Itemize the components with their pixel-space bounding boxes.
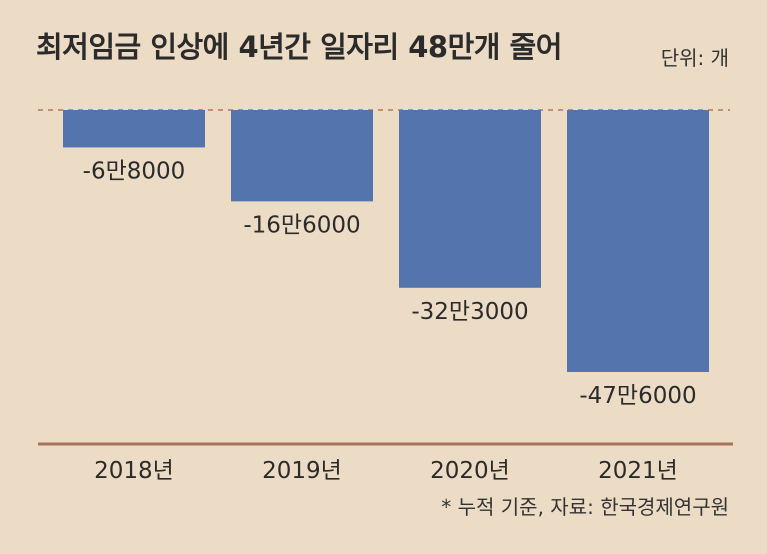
x-tick-labels: 2018년 2019년 2020년 2021년: [94, 458, 678, 484]
chart-title: 최저임금 인상에 4년간 일자리 48만개 줄어: [36, 30, 562, 64]
bar-value-label: -16만6000: [243, 212, 360, 238]
source-note: * 누적 기준, 자료: 한국경제연구원: [441, 495, 729, 519]
bar-2021년: [567, 110, 709, 372]
bar-2018년: [63, 110, 205, 148]
x-tick-label: 2020년: [430, 458, 510, 484]
bar-2020년: [399, 110, 541, 288]
x-tick-label: 2021년: [598, 458, 678, 484]
unit-label: 단위: 개: [660, 46, 729, 70]
x-tick-label: 2019년: [262, 458, 342, 484]
bar-value-label: -47만6000: [579, 383, 696, 409]
bar-2019년: [231, 110, 373, 202]
bar-value-label: -32만3000: [411, 299, 528, 325]
x-tick-label: 2018년: [94, 458, 174, 484]
bar-value-label: -6만8000: [83, 158, 186, 184]
bars-group: -6만8000 -16만6000 -32만3000 -47만6000: [63, 110, 709, 409]
